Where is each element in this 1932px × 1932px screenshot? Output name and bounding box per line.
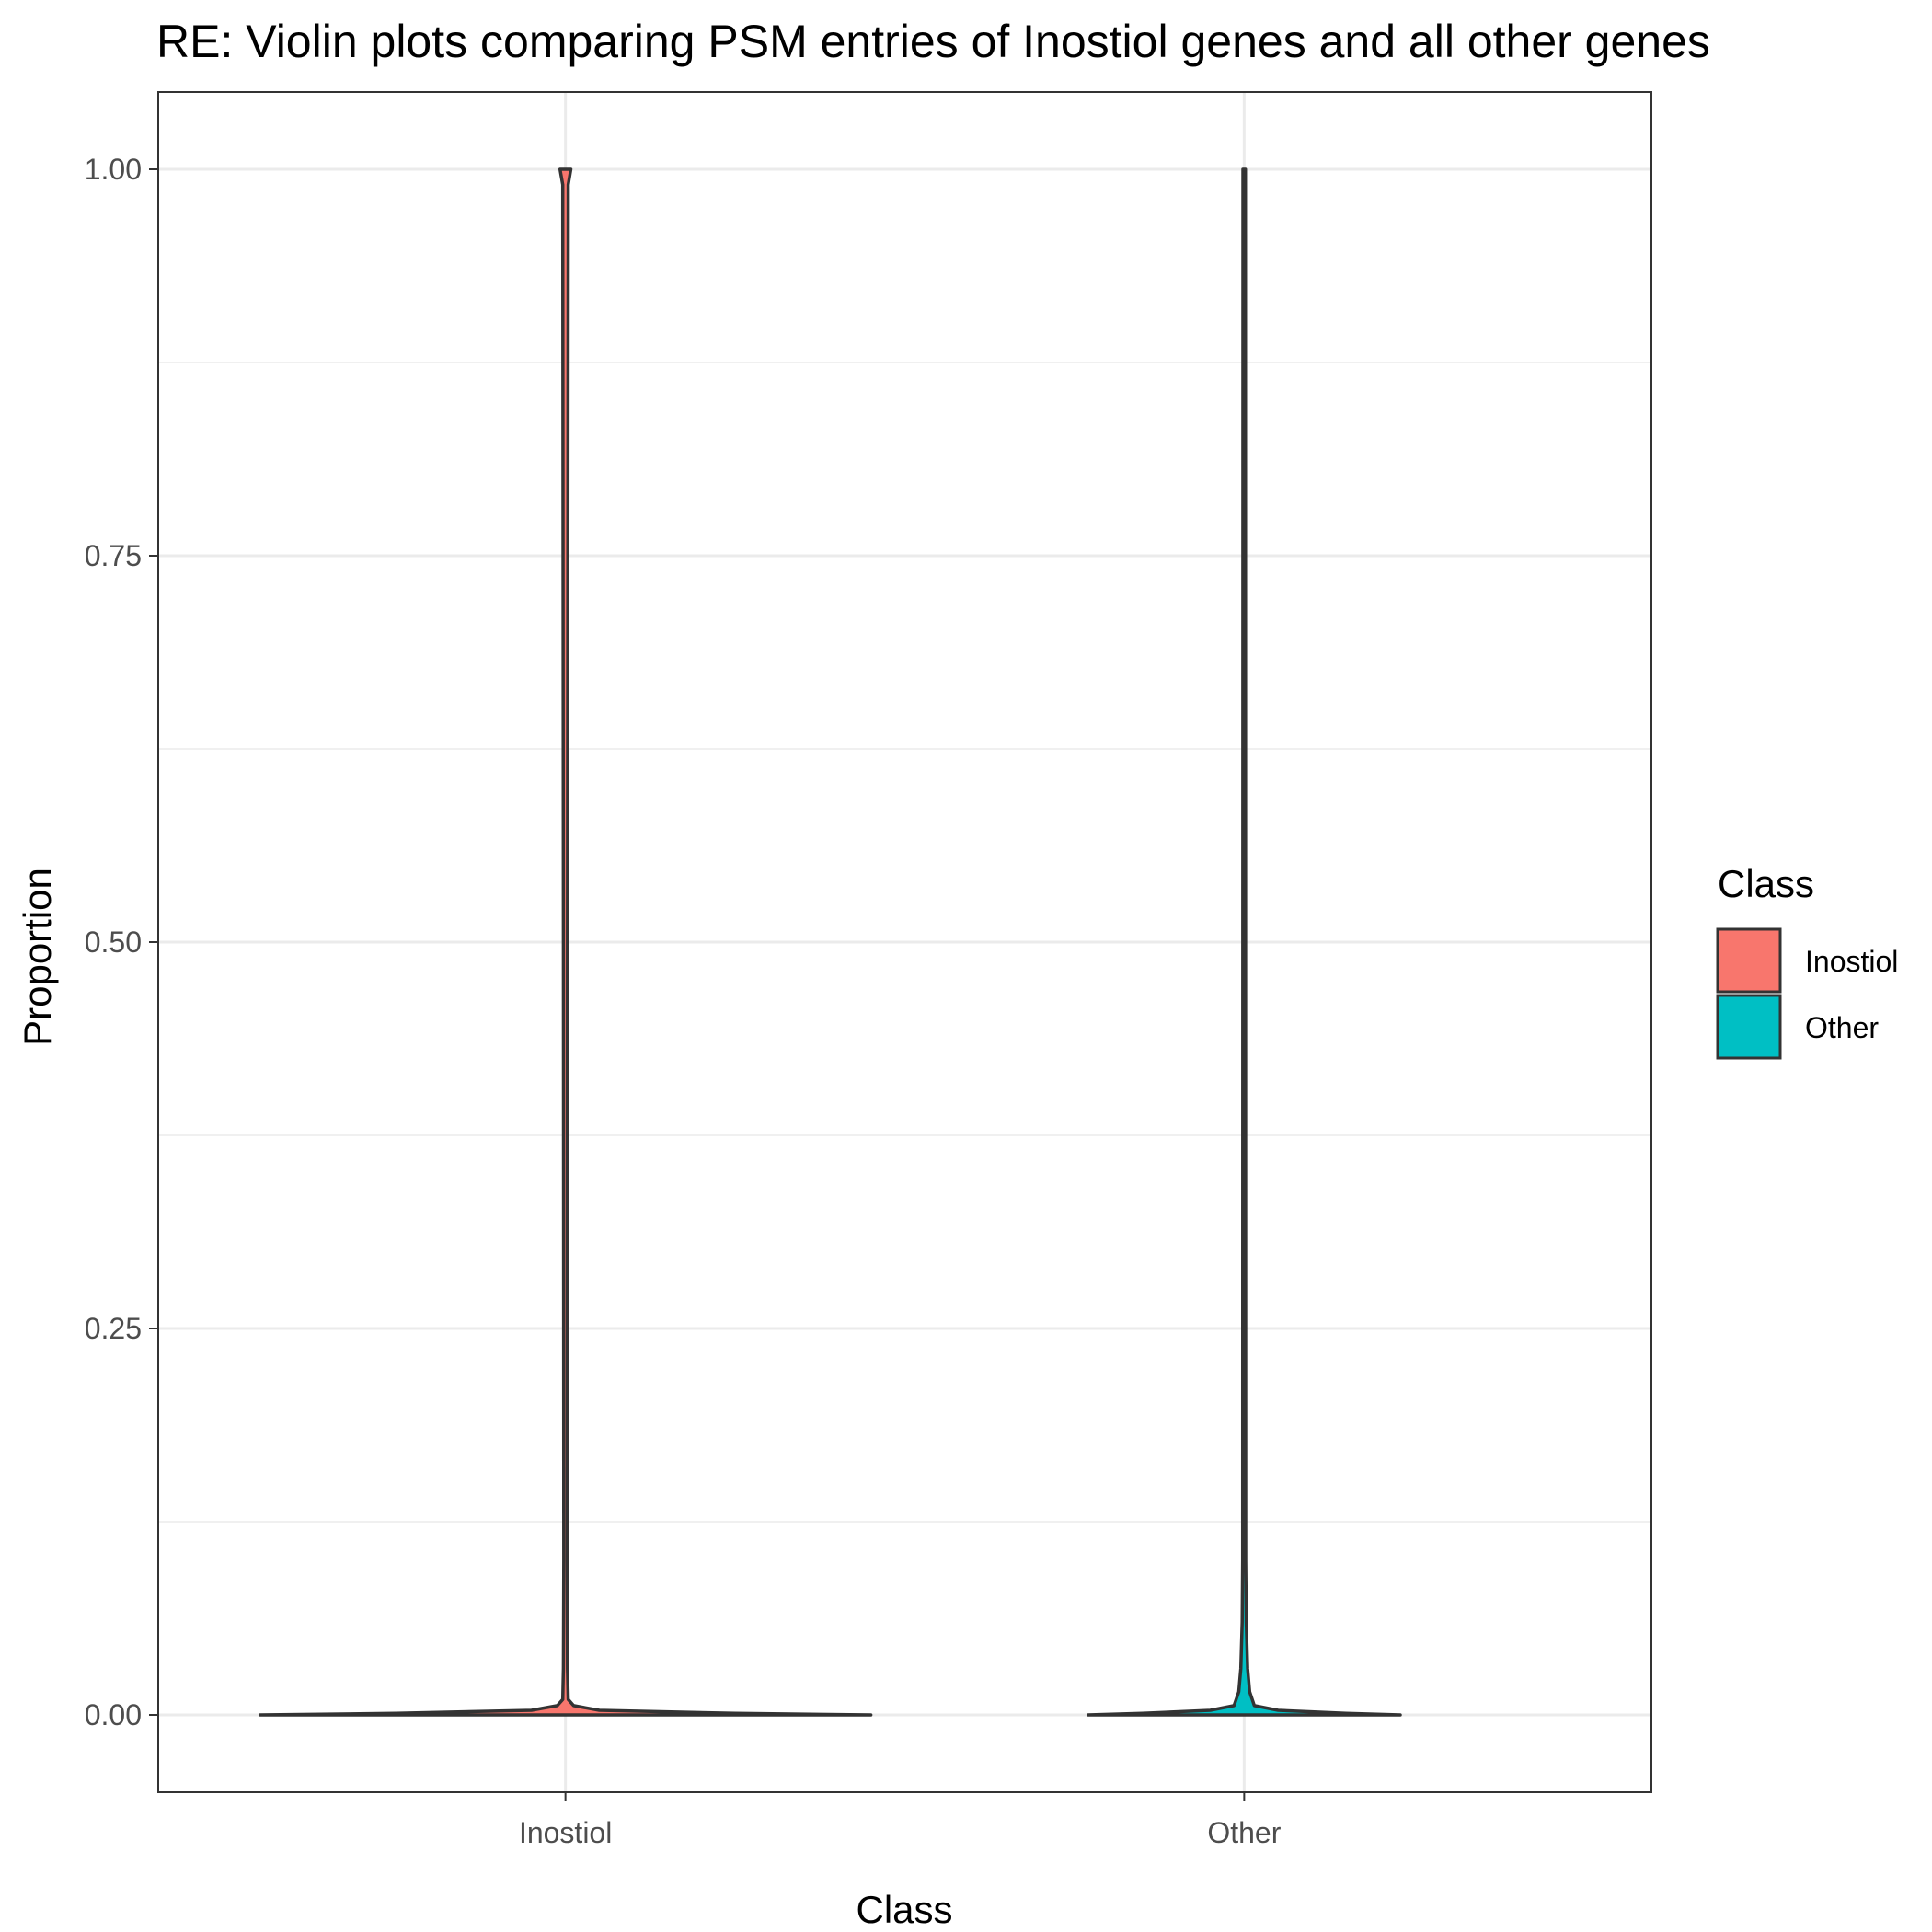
x-axis-title: Class (856, 1888, 952, 1931)
legend-key-other (1716, 994, 1782, 1060)
y-axis: 0.00 0.25 0.50 0.75 1.00 (85, 153, 158, 1731)
y-tick-label: 0.25 (85, 1312, 142, 1345)
y-tick-label: 0.00 (85, 1698, 142, 1731)
violin-other (1086, 167, 1402, 1717)
x-tick-label: Other (1207, 1816, 1281, 1849)
violin-inostiol (258, 167, 873, 1717)
legend-title: Class (1718, 862, 1814, 905)
legend: Class Inostiol Other (1716, 862, 1898, 1060)
legend-key-inostiol (1716, 927, 1782, 994)
y-tick-label: 0.50 (85, 926, 142, 959)
violins (258, 167, 1402, 1717)
x-axis: Inostiol Other (519, 1792, 1282, 1849)
legend-label-other: Other (1805, 1011, 1879, 1044)
x-tick-label: Inostiol (519, 1816, 612, 1849)
y-tick-label: 0.75 (85, 539, 142, 572)
y-tick-label: 1.00 (85, 153, 142, 186)
chart-title: RE: Violin plots comparing PSM entries o… (156, 16, 1710, 67)
legend-label-inostiol: Inostiol (1805, 945, 1898, 978)
y-axis-title: Proportion (16, 868, 59, 1046)
